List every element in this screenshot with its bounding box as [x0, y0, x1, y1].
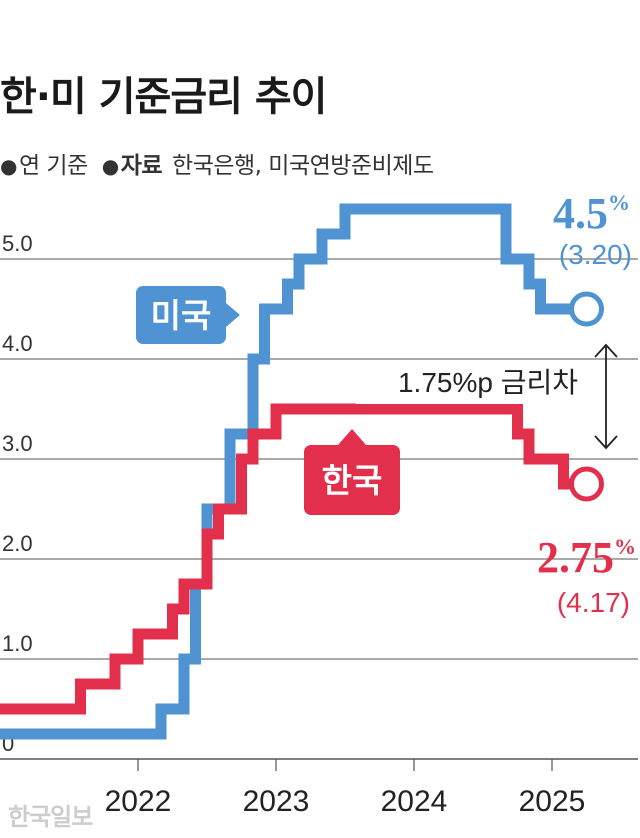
- bullet-icon: ●: [101, 154, 119, 178]
- chart-title: 한·미 기준금리 추이: [0, 74, 327, 120]
- us-series-callout: 미국: [136, 286, 240, 344]
- callout-pointer: [338, 429, 366, 445]
- unit-note: 연 기준: [18, 153, 88, 179]
- x-tick-label: 2022: [105, 785, 172, 818]
- source-text: 한국은행, 미국연방준비제도: [172, 153, 434, 179]
- spread-label-bg: [356, 360, 584, 404]
- x-tick-label: 2023: [243, 785, 310, 818]
- us-end-sub-value: (3.20): [559, 239, 632, 270]
- x-tick-label: 2024: [381, 785, 448, 818]
- callout-pointer: [226, 303, 240, 327]
- y-tick-label: 5.0: [2, 231, 33, 256]
- kr-end-sub-value: (4.17): [557, 587, 630, 618]
- us-end-marker: [569, 291, 604, 327]
- bullet-icon: ●: [0, 154, 17, 178]
- y-tick-label: 3.0: [2, 431, 33, 456]
- kr-end-value: 2.75%: [537, 533, 636, 582]
- kr-series-callout: 한국: [304, 429, 400, 515]
- callout-box: [304, 445, 400, 515]
- callout-label: 미국: [151, 296, 212, 335]
- spread-arrow-head-bottom: [594, 435, 618, 450]
- callout-box: [136, 286, 226, 344]
- chart-subtitle: ●연 기준 ●자료 한국은행, 미국연방준비제도: [0, 146, 434, 180]
- y-tick-label: 4.0: [2, 331, 33, 356]
- us-rate-line: [0, 203, 587, 740]
- spread-annotation: 1.75%p 금리차: [398, 367, 578, 398]
- kr-rate-line: [0, 403, 587, 715]
- publisher-watermark: 한국일보: [8, 803, 93, 831]
- source-label: 자료: [120, 153, 163, 179]
- y-tick-label: 2.0: [2, 531, 33, 556]
- y-tick-label: 1.0: [2, 631, 33, 656]
- us-end-value: 4.5%: [553, 189, 630, 238]
- spread-arrow-head-top: [594, 343, 618, 358]
- x-tick-label: 2025: [519, 785, 586, 818]
- kr-end-marker: [569, 466, 604, 502]
- callout-label: 한국: [322, 461, 383, 500]
